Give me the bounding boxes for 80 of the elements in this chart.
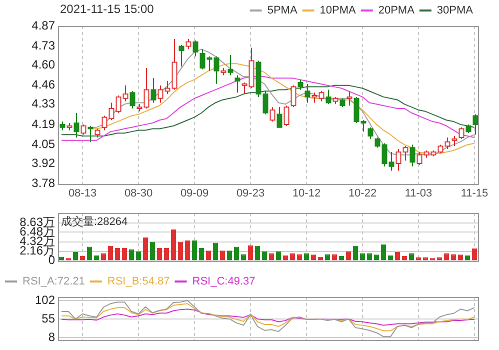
candlestick xyxy=(88,125,94,142)
candlestick xyxy=(276,106,282,128)
legend-label: 20PMA xyxy=(378,4,416,17)
bar xyxy=(212,242,218,260)
y-tick-label: 4.46 xyxy=(32,78,56,92)
candlestick xyxy=(402,146,408,162)
legend-label: RSI_B:54.87 xyxy=(107,276,170,288)
bar xyxy=(170,230,176,260)
bar xyxy=(122,248,128,260)
y-tick-label: 102 xyxy=(34,292,56,307)
candlestick xyxy=(242,82,248,95)
bar xyxy=(248,245,254,260)
legend-label: RSI_A:72.21 xyxy=(22,276,85,288)
candlestick xyxy=(472,114,478,136)
chart-title: 2021-11-15 15:00 xyxy=(60,2,154,16)
y-tick-label: 4.60 xyxy=(32,57,56,72)
x-tick-label: 10-22 xyxy=(348,187,377,200)
x-tick-label: 08-30 xyxy=(124,187,153,200)
bar xyxy=(164,248,170,260)
bar xyxy=(226,250,232,260)
x-tick-label: 11-15 xyxy=(460,187,488,200)
legend-label: RSI_C:49.37 xyxy=(192,276,256,288)
legend-label: 5PMA xyxy=(267,4,298,17)
bar xyxy=(220,250,226,260)
y-tick-label: 4.87 xyxy=(32,18,56,32)
x-tick-label: 09-09 xyxy=(180,187,209,200)
x-tick-label: 10-12 xyxy=(292,187,321,200)
bar xyxy=(262,252,268,260)
y-tick-label: 55 xyxy=(42,311,56,326)
bar xyxy=(114,248,120,260)
bar xyxy=(472,248,478,260)
bar xyxy=(380,244,386,260)
bar xyxy=(156,248,162,260)
candlestick xyxy=(388,151,394,172)
bar xyxy=(206,250,212,260)
candlestick xyxy=(304,83,310,104)
x-tick-label: 09-23 xyxy=(236,187,265,200)
candlestick xyxy=(214,56,220,84)
bar xyxy=(254,246,260,260)
bar xyxy=(178,242,184,260)
x-tick-label: 08-13 xyxy=(68,187,97,200)
candlestick xyxy=(74,112,80,138)
candlestick xyxy=(360,120,366,132)
y-tick-label: 8 xyxy=(48,330,56,344)
candlestick xyxy=(346,90,352,106)
candlestick xyxy=(234,74,240,94)
bar xyxy=(198,248,204,260)
bar xyxy=(136,252,142,260)
candlestick xyxy=(410,144,416,167)
bar xyxy=(192,240,198,260)
candlestick xyxy=(172,38,178,90)
bar xyxy=(108,246,114,260)
bar xyxy=(352,246,358,260)
y-tick-label: 4.33 xyxy=(32,96,56,110)
bar xyxy=(346,252,352,260)
bar xyxy=(276,252,282,260)
y-tick-label: 3.92 xyxy=(32,156,56,170)
bar xyxy=(128,249,134,260)
x-tick-label: 11-03 xyxy=(404,187,432,200)
candlestick xyxy=(150,78,156,104)
candlestick xyxy=(396,148,402,172)
y-tick-label: 4.05 xyxy=(32,137,56,152)
y-tick-label: 3.78 xyxy=(32,176,56,190)
y-tick-label: 4.73 xyxy=(32,38,56,53)
candlestick xyxy=(108,102,114,121)
bar xyxy=(234,246,240,260)
candlestick xyxy=(248,47,254,89)
candlestick xyxy=(228,54,234,76)
legend-label: 10PMA xyxy=(320,4,357,17)
candlestick xyxy=(206,56,212,72)
candlestick xyxy=(122,84,128,102)
candlestick xyxy=(144,67,150,110)
y-tick-label: 4.19 xyxy=(32,116,56,131)
bar xyxy=(184,240,190,260)
bar xyxy=(86,246,92,260)
bar xyxy=(150,242,156,260)
bar xyxy=(142,237,148,260)
annotation: 成交量:28264 xyxy=(61,214,128,229)
legend-label: 30PMA xyxy=(436,4,474,17)
candlestick xyxy=(326,89,332,105)
